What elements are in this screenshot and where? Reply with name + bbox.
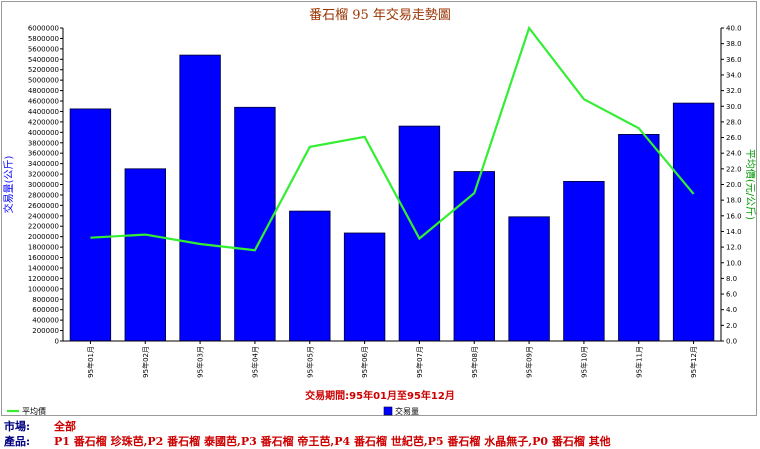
x-tick-label: 95年10月: [579, 346, 588, 378]
product-row: 產品: P1 番石榴 珍珠芭,P2 番石榴 泰國芭,P3 番石榴 帝王芭,P4 番…: [4, 433, 611, 449]
right-tick-label: 18.0: [726, 197, 742, 205]
right-tick-label: 26.0: [726, 134, 742, 142]
x-tick-label: 95年07月: [415, 346, 424, 378]
left-tick-label: 3800000: [28, 139, 59, 147]
right-tick-label: 24.0: [726, 150, 742, 158]
left-tick-label: 1400000: [28, 264, 59, 272]
right-tick-label: 4.0: [726, 306, 737, 314]
left-tick-label: 2400000: [28, 212, 59, 220]
left-tick-label: 4000000: [28, 129, 59, 137]
x-tick-label: 95年02月: [141, 346, 150, 378]
left-tick-label: 3200000: [28, 171, 59, 179]
left-tick-label: 600000: [32, 306, 59, 314]
right-tick-label: 22.0: [726, 165, 742, 173]
left-tick-label: 5400000: [28, 56, 59, 64]
right-tick-label: 34.0: [726, 71, 742, 79]
left-tick-label: 4400000: [28, 108, 59, 116]
bar-10: [563, 180, 605, 342]
chart-title: 番石榴 95 年交易走勢圖: [309, 7, 451, 23]
right-tick-label: 36.0: [726, 56, 742, 64]
right-tick-label: 38.0: [726, 40, 742, 48]
left-tick-label: 5000000: [28, 77, 59, 85]
x-tick-label: 95年05月: [305, 346, 314, 378]
bar-7: [398, 125, 441, 342]
bar-1: [69, 108, 112, 342]
right-tick-label: 16.0: [726, 212, 742, 220]
left-tick-label: 5200000: [28, 66, 59, 74]
right-tick-label: 32.0: [726, 87, 742, 95]
right-tick-label: 10.0: [726, 259, 742, 267]
bar-9: [508, 216, 550, 342]
right-tick-label: 12.0: [726, 244, 742, 252]
right-tick-label: 2.0: [726, 322, 737, 330]
market-value: 全部: [54, 420, 76, 433]
x-tick-label: 95年12月: [689, 346, 698, 378]
left-tick-label: 1000000: [28, 285, 59, 293]
bar-6: [343, 232, 386, 342]
left-tick-label: 4200000: [28, 118, 59, 126]
left-tick-label: 4600000: [28, 98, 59, 106]
right-tick-label: 40.0: [726, 25, 742, 33]
left-tick-label: 2200000: [28, 223, 59, 231]
combo-chart: 番石榴 95 年交易走勢圖 0 200000 400000 600000 800000 10…: [2, 7, 757, 416]
x-axis-title: 交易期間:95年01月至95年12月: [305, 389, 455, 402]
left-tick-label: 3400000: [28, 160, 59, 168]
left-tick-label: 2000000: [28, 233, 59, 241]
x-tick-label: 95年04月: [250, 346, 259, 378]
left-tick-label: 1600000: [28, 254, 59, 262]
product-label: 產品:: [4, 435, 31, 448]
left-tick-label: 400000: [32, 317, 59, 325]
market-label: 市場:: [4, 420, 31, 433]
left-tick-label: 2800000: [28, 191, 59, 199]
left-tick-label: 3600000: [28, 150, 59, 158]
right-tick-label: 14.0: [726, 228, 742, 236]
price-line: [90, 25, 695, 252]
x-tick-label: 95年06月: [360, 346, 369, 378]
x-tick-label: 95年09月: [525, 346, 534, 378]
chart-frame: 番石榴 95 年交易走勢圖 0 200000 400000 600000 800000 10…: [1, 1, 757, 416]
legend-line-label: 平均價: [22, 406, 46, 416]
left-tick-label: 800000: [32, 296, 59, 304]
legend-bar-swatch: [383, 406, 393, 416]
x-tick-label: 95年03月: [196, 346, 205, 378]
right-tick-label: 20.0: [726, 181, 742, 189]
left-tick-label: 200000: [32, 327, 59, 335]
bar-5: [289, 210, 331, 342]
left-tick-label: 5800000: [28, 35, 59, 43]
right-tick-label: 28.0: [726, 118, 742, 126]
bar-11: [618, 133, 660, 342]
right-tick-label: 6.0: [726, 291, 737, 299]
product-value: P1 番石榴 珍珠芭,P2 番石榴 泰國芭,P3 番石榴 帝王芭,P4 番石榴 …: [54, 435, 611, 448]
right-axis-title: 平均價(元/公斤): [744, 149, 757, 220]
right-tick-label: 8.0: [726, 275, 737, 283]
bar-8: [453, 171, 495, 342]
left-axis-title: 交易量(公斤): [2, 156, 15, 214]
x-tick-label: 95年08月: [470, 346, 479, 378]
bar-12: [672, 102, 715, 342]
left-tick-label: 2600000: [28, 202, 59, 210]
market-row: 市場: 全部: [4, 418, 76, 434]
left-tick-label: 0: [55, 338, 59, 346]
left-tick-label: 3000000: [28, 181, 59, 189]
left-tick-label: 5600000: [28, 45, 59, 53]
right-tick-label: 0.0: [726, 338, 737, 346]
legend-bar-label: 交易量: [395, 406, 419, 416]
left-tick-label: 4800000: [28, 87, 59, 95]
left-tick-label: 1200000: [28, 275, 59, 283]
left-tick-label: 6000000: [28, 25, 59, 33]
x-tick-label: 95年11月: [634, 346, 643, 378]
bar-3: [179, 54, 221, 342]
left-tick-label: 1800000: [28, 244, 59, 252]
bar-2: [124, 168, 166, 342]
right-tick-label: 30.0: [726, 103, 742, 111]
x-tick-label: 95年01月: [86, 346, 95, 378]
